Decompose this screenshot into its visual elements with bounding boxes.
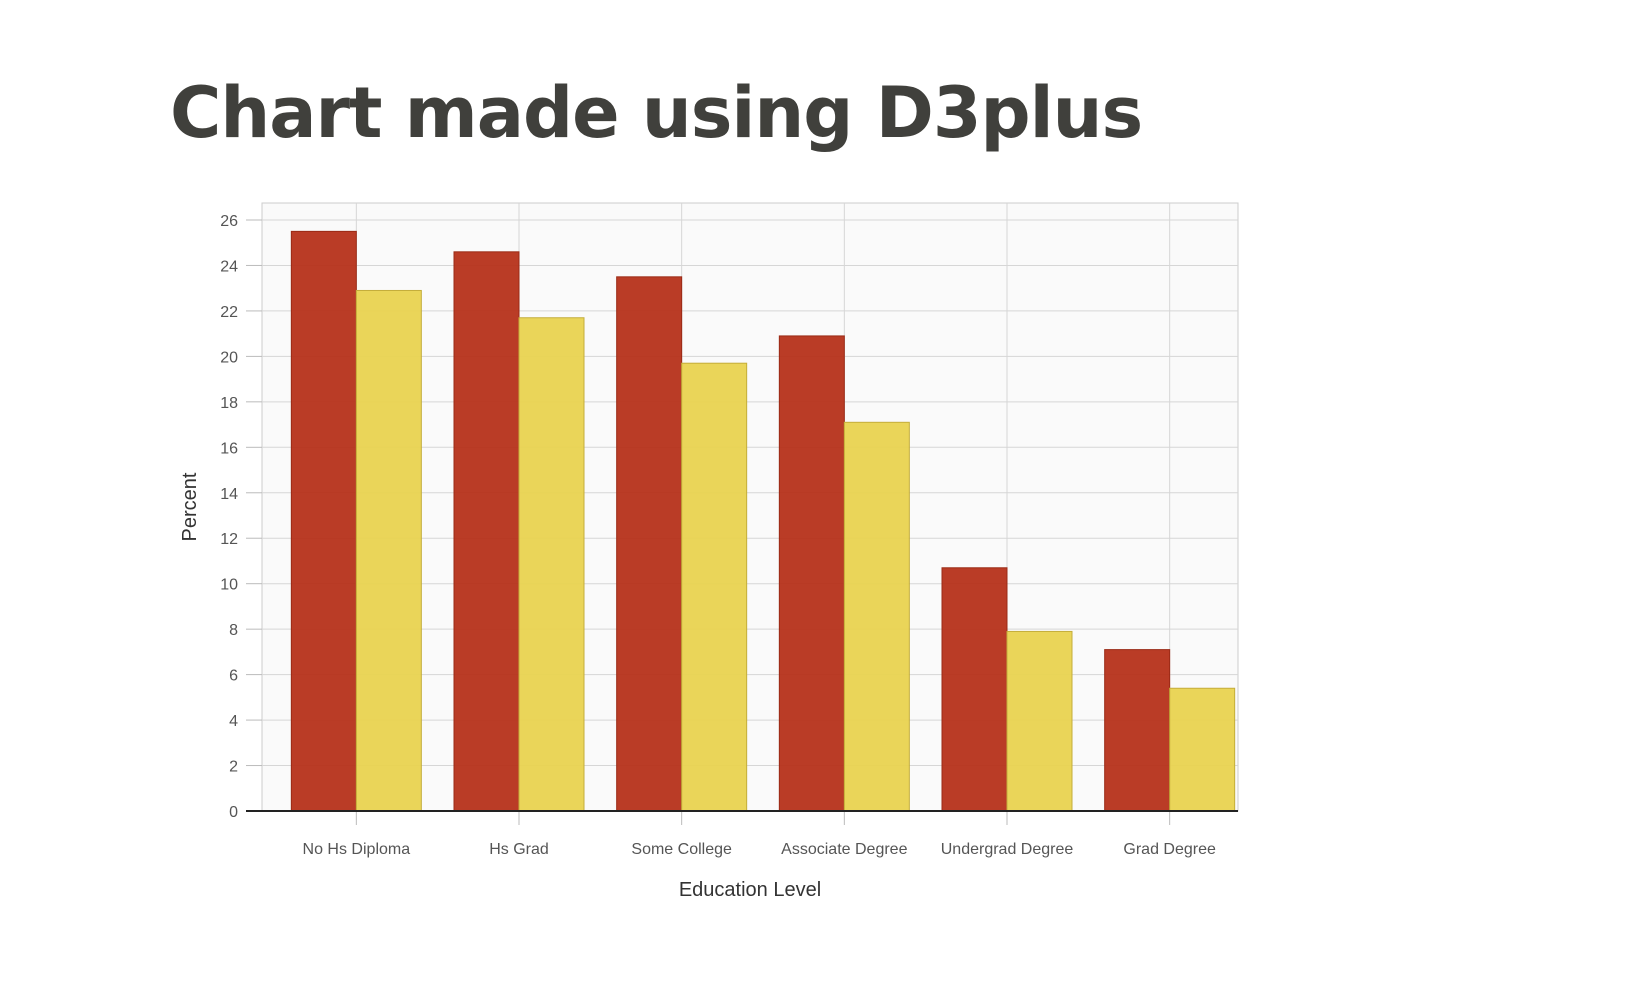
plot-background (261, 202, 1239, 812)
bar-series1-5 (1104, 649, 1171, 812)
bar-series1-4 (941, 567, 1008, 812)
plot-area (261, 202, 1239, 812)
bar-series2-3 (843, 421, 910, 812)
y-tick-label: 4 (229, 713, 238, 730)
y-tick-label: 0 (229, 804, 238, 821)
y-tick-label: 18 (220, 395, 238, 412)
bar-series1-3 (778, 335, 845, 812)
y-tick-label: 20 (220, 349, 238, 366)
bar-series2-1 (518, 317, 585, 812)
x-tick-label: Associate Degree (781, 841, 907, 858)
x-tick-label: Grad Degree (1123, 841, 1216, 858)
y-tick-label: 16 (220, 440, 238, 457)
bar-series2-4 (1006, 630, 1073, 812)
page-title: Chart made using D3plus (170, 72, 1143, 154)
y-axis-title: Percent (179, 472, 201, 541)
y-tick-label: 10 (220, 577, 238, 594)
x-tick-label: No Hs Diploma (303, 841, 411, 858)
y-tick-label: 22 (220, 304, 238, 321)
bar-series2-2 (681, 362, 748, 812)
x-axis-title: Education Level (679, 879, 821, 901)
y-tick-label: 2 (229, 759, 238, 776)
bars (290, 230, 1236, 812)
y-tick-label: 24 (220, 258, 238, 275)
y-tick-label: 26 (220, 213, 238, 230)
x-tick-label: Hs Grad (489, 841, 549, 858)
bar-series2-0 (355, 289, 422, 812)
x-axis-ticks: No Hs Diploma Hs Grad Some College Associat… (303, 811, 1216, 858)
y-tick-label: 6 (229, 668, 238, 685)
x-tick-label: Some College (631, 841, 732, 858)
bar-series1-2 (616, 276, 683, 812)
y-tick-label: 14 (220, 486, 238, 503)
bar-series1-0 (290, 230, 357, 812)
bar-series2-5 (1169, 687, 1236, 812)
y-tick-label: 8 (229, 622, 238, 639)
y-tick-label: 12 (220, 531, 238, 548)
x-tick-label: Undergrad Degree (941, 841, 1074, 858)
bar-series1-1 (453, 251, 520, 812)
